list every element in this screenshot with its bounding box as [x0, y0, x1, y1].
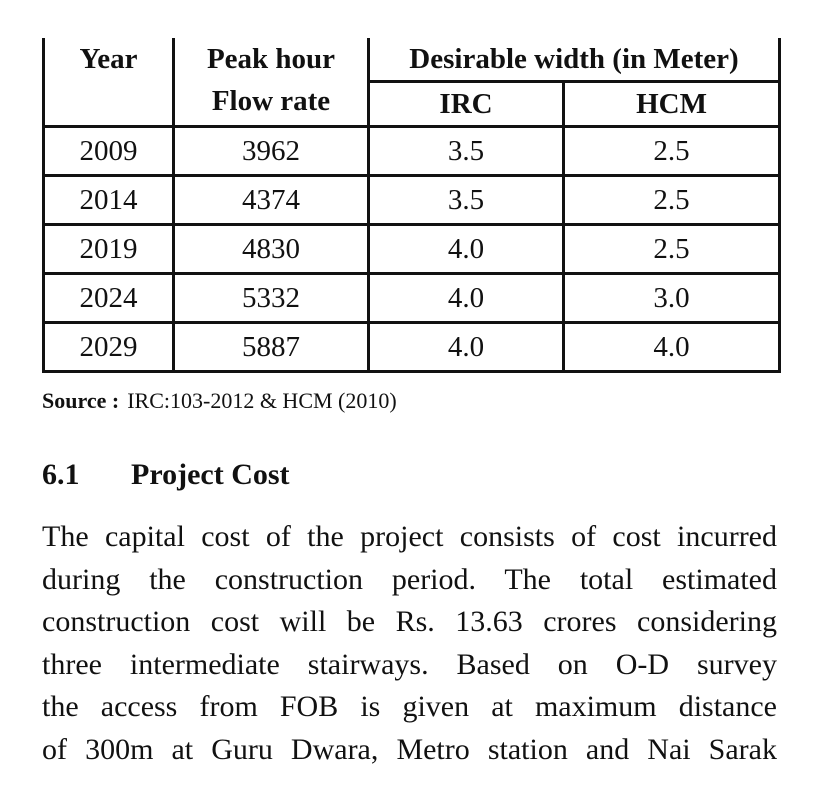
width-table: Year Peak hour Flow rate Desirable width…	[42, 38, 781, 374]
table-cell: 2024	[42, 272, 175, 325]
source-text: IRC:103-2012 & HCM (2010)	[127, 388, 397, 413]
paragraph-line: The capital cost of the project consists…	[42, 520, 777, 553]
table-cell: 2.5	[562, 125, 781, 178]
table-cell: 5887	[172, 321, 370, 374]
table-cell: 4.0	[562, 321, 781, 374]
table-cell: 5332	[172, 272, 370, 325]
header-flow: Peak hour Flow rate	[172, 38, 370, 129]
table-cell: 2029	[42, 321, 175, 374]
section-title: Project Cost	[131, 458, 290, 491]
paragraph-line: three intermediate stairways. Based on O…	[42, 647, 777, 681]
table-row: 2009 3962 3.5 2.5	[42, 125, 781, 178]
table-cell: 4.0	[367, 321, 565, 374]
table-cell: 3962	[172, 125, 370, 178]
header-year: Year	[42, 38, 175, 129]
table-row: 2024 5332 4.0 3.0	[42, 272, 781, 325]
paragraph-line: of 300m at Guru Dwara, Metro station and…	[42, 732, 777, 766]
table-row: 2014 4374 3.5 2.5	[42, 174, 781, 227]
source-label: Source :	[42, 388, 120, 413]
table-cell: 2009	[42, 125, 175, 178]
source: Source : IRC:103-2012 & HCM (2010)	[42, 388, 397, 414]
table-cell: 2019	[42, 223, 175, 276]
paragraph-line: the access from FOB is given at maximum …	[42, 690, 777, 724]
table-body: 2009 3962 3.5 2.5 2014 4374 3.5 2.5 2019 4830 4.0 2…	[42, 125, 781, 374]
table-cell: 4374	[172, 174, 370, 227]
table-cell: 3.0	[562, 272, 781, 325]
table-cell: 4.0	[367, 223, 565, 276]
table-cell: 2.5	[562, 174, 781, 227]
table-row: 2029 5887 4.0 4.0	[42, 321, 781, 374]
section-heading: 6.1 Project Cost	[42, 458, 290, 492]
paragraph-line: construction cost will be Rs. 13.63 cror…	[42, 605, 777, 639]
header-hcm: HCM	[562, 80, 781, 129]
header-irc: IRC	[367, 80, 565, 129]
table-cell: 4.0	[367, 272, 565, 325]
table-cell: 4830	[172, 223, 370, 276]
paragraph: The capital cost of the project consists…	[42, 516, 777, 772]
table-row: 2019 4830 4.0 2.5	[42, 223, 781, 276]
table-cell: 3.5	[367, 174, 565, 227]
paragraph-line: during the construction period. The tota…	[42, 562, 777, 596]
table-cell: 2014	[42, 174, 175, 227]
table-cell: 2.5	[562, 223, 781, 276]
table-cell: 3.5	[367, 125, 565, 178]
section-number: 6.1	[42, 458, 80, 491]
header-width: Desirable width (in Meter)	[367, 38, 781, 84]
